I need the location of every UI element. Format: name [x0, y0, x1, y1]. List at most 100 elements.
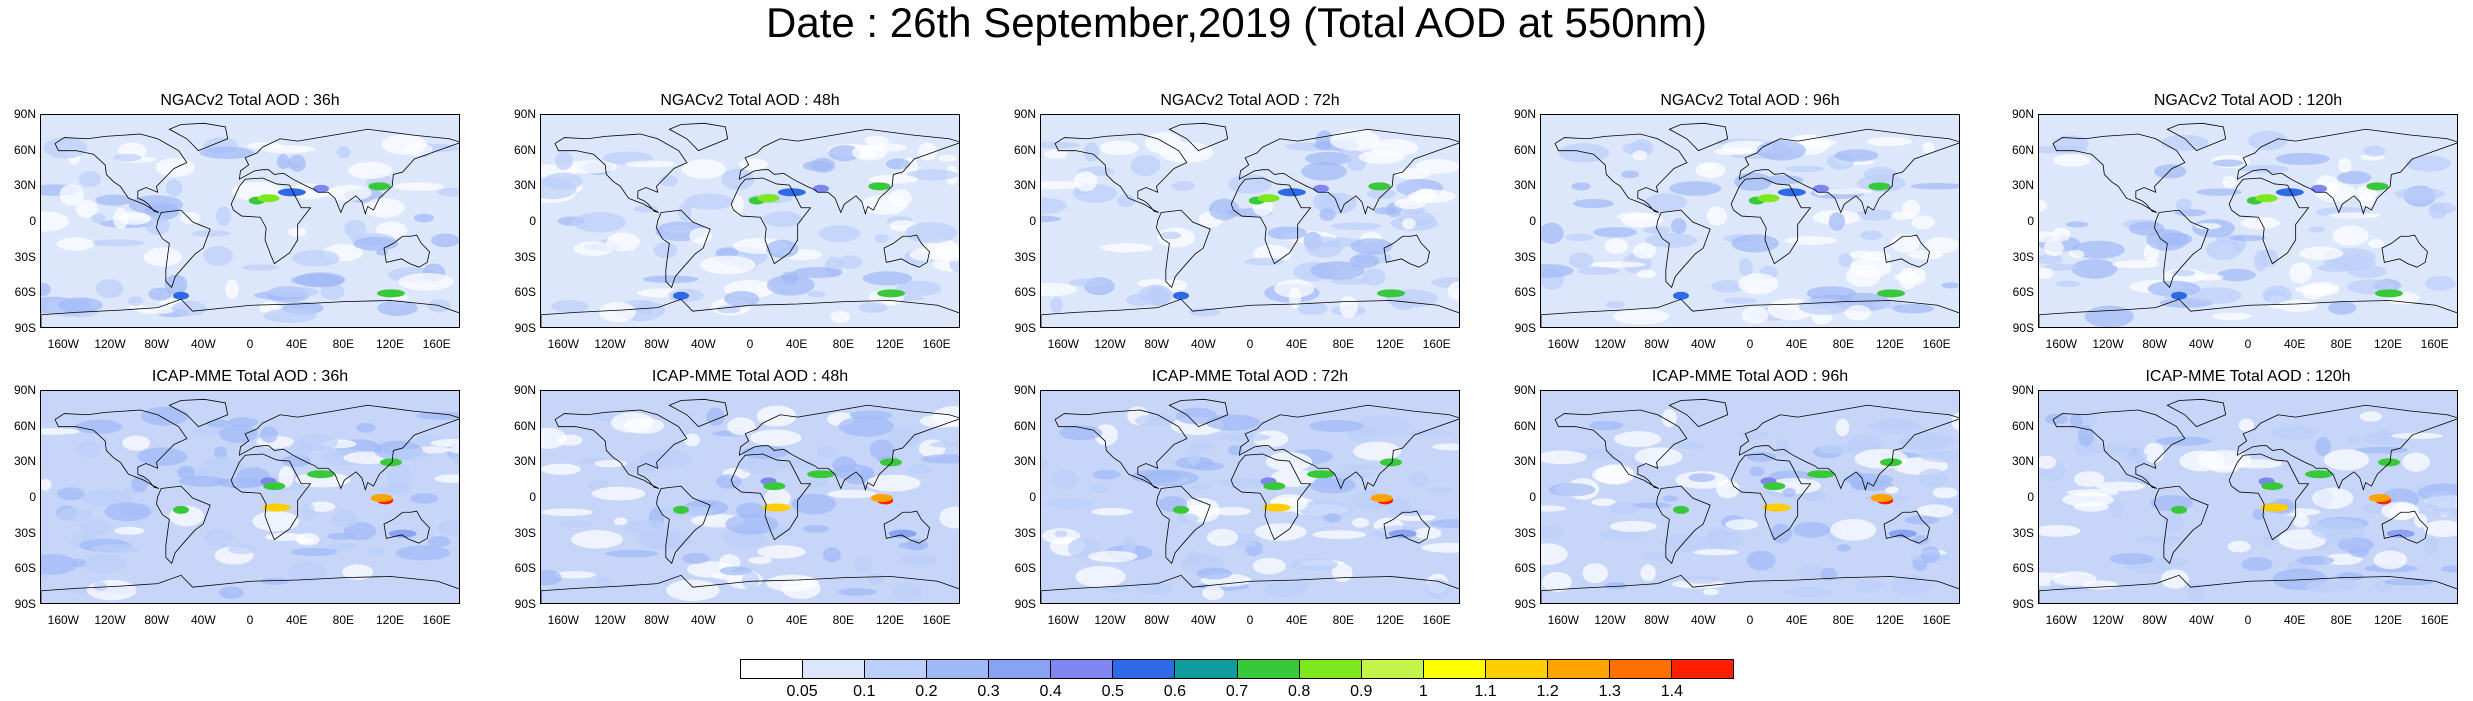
aod-field-patch: [56, 237, 95, 251]
aod-field-patch: [140, 406, 189, 426]
coastline: [383, 234, 430, 268]
aod-field-patch: [191, 230, 231, 237]
aod-field-patch: [2229, 234, 2266, 242]
aod-hotspot: [173, 505, 189, 514]
aod-field-patch: [1911, 215, 1935, 230]
lat-tick-label: 30S: [514, 249, 536, 264]
panel-title: ICAP-MME Total AOD : 48h: [651, 368, 849, 385]
aod-field-patch: [591, 486, 646, 501]
lon-tick-label: 0: [1246, 337, 1254, 351]
aod-field-patch: [1731, 234, 1779, 253]
aod-field-patch: [398, 273, 454, 291]
aod-field-patch: [742, 445, 789, 459]
aod-field-patch: [844, 473, 869, 485]
lon-tick-label: 160W: [547, 613, 580, 627]
aod-field-patch: [908, 464, 932, 475]
colorbar-label: 1: [1418, 683, 1428, 700]
aod-field-patch: [2328, 301, 2357, 315]
aod-field-patch: [1366, 188, 1396, 200]
aod-hotspot: [762, 503, 791, 512]
aod-field-patch: [633, 205, 658, 213]
aod-field-patch: [1632, 242, 1657, 259]
aod-field-patch: [1860, 230, 1883, 241]
aod-field-patch: [1074, 171, 1098, 192]
aod-field-patch: [1189, 307, 1220, 317]
aod-field-patch: [176, 465, 195, 480]
aod-field-patch: [862, 271, 913, 286]
aod-field-patch: [593, 459, 628, 468]
coastline: [541, 298, 959, 327]
aod-field-patch: [1312, 530, 1367, 539]
aod-field-patch: [684, 193, 734, 210]
aod-field-patch: [2425, 275, 2456, 291]
aod-hotspot: [313, 184, 329, 193]
aod-field-patch: [905, 222, 958, 244]
aod-field-patch: [715, 247, 739, 258]
aod-field-patch: [1723, 297, 1758, 304]
aod-field-patch: [1144, 132, 1182, 154]
aod-hotspot: [1757, 194, 1780, 203]
aod-field-patch: [278, 466, 294, 488]
aod-field-patch: [1849, 250, 1875, 259]
aod-field-patch: [1041, 458, 1050, 469]
aod-field-patch: [1793, 522, 1831, 538]
aod-field-patch: [1297, 301, 1328, 316]
aod-field-patch: [2082, 580, 2119, 590]
aod-field-patch: [1421, 542, 1459, 553]
aod-field-patch: [1171, 181, 1195, 191]
aod-hotspot: [1368, 182, 1391, 191]
lon-tick-label: 80E: [1832, 613, 1855, 627]
aod-hotspot: [1173, 505, 1189, 514]
aod-field-patch: [1041, 141, 1080, 149]
coastline: [2236, 128, 2457, 216]
coastline: [1738, 404, 1959, 492]
panel-title: ICAP-MME Total AOD : 96h: [1651, 368, 1849, 385]
lon-tick-label: 40W: [690, 613, 716, 627]
lon-tick-label: 40E: [1785, 613, 1808, 627]
aod-field-patch: [2277, 299, 2318, 312]
aod-field-patch: [260, 426, 279, 443]
lat-tick-label: 90N: [1013, 107, 1036, 121]
aod-field-patch: [2359, 411, 2382, 422]
coastline: [1230, 177, 1312, 265]
aod-field-patch: [1693, 549, 1739, 556]
aod-field-patch: [1267, 226, 1307, 240]
lat-tick-label: 30S: [1514, 249, 1536, 264]
aod-field-patch: [541, 463, 581, 475]
aod-field-patch: [1688, 473, 1716, 483]
colorbar-segment: [1361, 660, 1424, 678]
coastline: [1054, 133, 1188, 213]
aod-field-patch: [1205, 414, 1261, 431]
lon-tick-label: 40W: [190, 337, 216, 351]
aod-hotspot: [377, 289, 405, 298]
lon-tick-label: 160E: [422, 613, 451, 627]
lon-tick-label: 40W: [1690, 613, 1716, 627]
aod-field-patch: [145, 216, 170, 235]
lon-tick-label: 80E: [1832, 337, 1855, 351]
aod-hotspot: [1777, 188, 1806, 197]
aod-field-patch: [2109, 553, 2154, 565]
aod-field-patch: [2084, 305, 2134, 327]
aod-field-patch: [2221, 175, 2237, 189]
lon-tick-label: 80W: [1144, 613, 1169, 627]
lon-tick-label: 160E: [2420, 337, 2449, 351]
aod-field-patch: [2109, 500, 2125, 518]
aod-field-patch: [1770, 523, 1792, 544]
aod-field-patch: [1630, 502, 1672, 509]
aod-field-patch: [1834, 149, 1879, 162]
aod-hotspot: [1673, 505, 1689, 514]
coastline: [2052, 133, 2186, 213]
aod-field-patch: [2355, 446, 2409, 454]
aod-field-patch: [122, 435, 151, 451]
colorbar-segment: [1671, 660, 1733, 678]
aod-field-patch: [41, 554, 78, 575]
aod-field-patch: [320, 283, 345, 300]
aod-field-patch: [854, 555, 873, 574]
map-panel-icap-mme-72h: ICAP-MME Total AOD : 72h 90N 60N 30N 0 30S 60S…: [1000, 368, 1498, 638]
lon-tick-label: 120W: [1094, 613, 1126, 627]
aod-field-patch: [864, 135, 890, 146]
lon-tick-label: 120W: [1594, 613, 1626, 627]
coastline: [1054, 409, 1188, 489]
coastline: [168, 398, 229, 428]
aod-field-patch: [1854, 448, 1908, 469]
